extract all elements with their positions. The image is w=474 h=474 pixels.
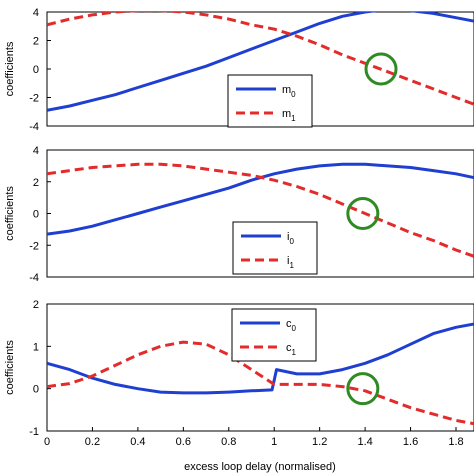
series-line-i0 bbox=[47, 162, 474, 236]
y-tick-label: 0 bbox=[33, 209, 39, 221]
x-axis-label: excess loop delay (normalised) bbox=[184, 461, 336, 473]
plot-frame bbox=[46, 303, 474, 432]
y-tick-label: 0 bbox=[33, 384, 39, 396]
annotation-circle bbox=[346, 197, 380, 230]
y-tick-label: 2 bbox=[33, 177, 39, 189]
y-tick-label: 2 bbox=[33, 299, 39, 311]
y-tick-label: 2 bbox=[33, 36, 39, 48]
y-tick-label: 4 bbox=[33, 145, 39, 157]
y-tick-label: 4 bbox=[33, 7, 39, 19]
y-axis-label: coefficients bbox=[4, 340, 16, 395]
series-line-i1 bbox=[47, 162, 474, 258]
x-tick-label: 0.8 bbox=[221, 436, 236, 448]
legend-subscript: 0 bbox=[292, 324, 297, 333]
x-tick-label: 0.6 bbox=[176, 436, 191, 448]
y-tick-label: -2 bbox=[29, 93, 39, 105]
legend-label-c0: c0 bbox=[286, 318, 297, 333]
x-tick-label: 0 bbox=[44, 436, 50, 448]
legend-subscript: 1 bbox=[292, 348, 297, 357]
x-tick-label: 1 bbox=[271, 436, 277, 448]
legend: c0 c1 bbox=[231, 308, 317, 362]
legend-box bbox=[231, 308, 317, 362]
y-tick-label: 0 bbox=[33, 64, 39, 76]
y-tick-label: -2 bbox=[29, 240, 39, 252]
y-tick-label: -4 bbox=[29, 121, 39, 133]
y-axis-label: coefficients bbox=[4, 41, 16, 96]
legend: i0 i1 bbox=[232, 221, 318, 275]
x-tick-label: 1.2 bbox=[312, 436, 327, 448]
y-tick-label: 1 bbox=[33, 341, 39, 353]
legend-label-c1: c1 bbox=[286, 342, 297, 357]
x-tick-label: 0.4 bbox=[130, 436, 145, 448]
y-axis-label: coefficients bbox=[4, 186, 16, 241]
legend-box bbox=[227, 74, 313, 128]
series-line-m0 bbox=[47, 12, 474, 112]
annotation-circle bbox=[364, 52, 398, 86]
legend-subscript: 0 bbox=[289, 237, 294, 246]
legend-subscript: 1 bbox=[291, 114, 296, 123]
x-tick-label: 1.6 bbox=[403, 436, 418, 448]
legend-label-i0: i0 bbox=[287, 231, 294, 246]
x-tick-label: 1.8 bbox=[448, 436, 463, 448]
series-line-c1 bbox=[47, 340, 474, 426]
legend-subscript: 1 bbox=[289, 261, 294, 270]
x-tick-label: 1.4 bbox=[357, 436, 372, 448]
series-line-c0 bbox=[47, 322, 474, 395]
legend-label-i1: i1 bbox=[287, 255, 294, 270]
x-tick-label: 0.2 bbox=[85, 436, 100, 448]
y-tick-label: -4 bbox=[29, 272, 39, 284]
series-line-m1 bbox=[47, 12, 474, 106]
panel-3: -1 0 1 2 coefficients 0 0.2 0.4 0.6 0.8 1 1.2 1.4 1.6… bbox=[4, 299, 474, 473]
annotation-circle bbox=[346, 372, 380, 406]
legend-subscript: 0 bbox=[291, 90, 296, 99]
legend-box bbox=[232, 221, 318, 275]
y-tick-label: -1 bbox=[29, 426, 39, 438]
panel-2: -4 -2 0 2 4 coefficients i0 i1 bbox=[4, 145, 474, 284]
